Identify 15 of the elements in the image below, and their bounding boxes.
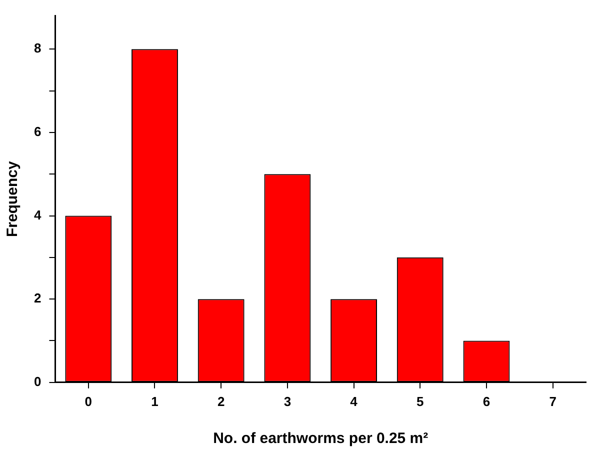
x-tick-label: 1 xyxy=(151,394,158,409)
y-axis-title: Frequency xyxy=(4,160,22,238)
x-tick-label: 0 xyxy=(84,394,92,409)
y-tick-label: 0 xyxy=(34,374,42,389)
y-tick-label: 8 xyxy=(34,40,42,56)
x-tick-label: 6 xyxy=(482,394,490,409)
x-tick-label: 4 xyxy=(350,394,358,409)
y-tick-label: 6 xyxy=(34,124,42,140)
x-tick-label: 7 xyxy=(549,394,556,409)
y-tick-label: 2 xyxy=(34,290,42,306)
x-tick-label: 3 xyxy=(284,394,292,409)
x-tick-label: 2 xyxy=(217,394,225,409)
x-tick-label: 5 xyxy=(416,394,424,409)
y-tick-label: 4 xyxy=(34,207,42,222)
x-axis-title: No. of earthworms per 0.25 m² xyxy=(213,430,428,448)
